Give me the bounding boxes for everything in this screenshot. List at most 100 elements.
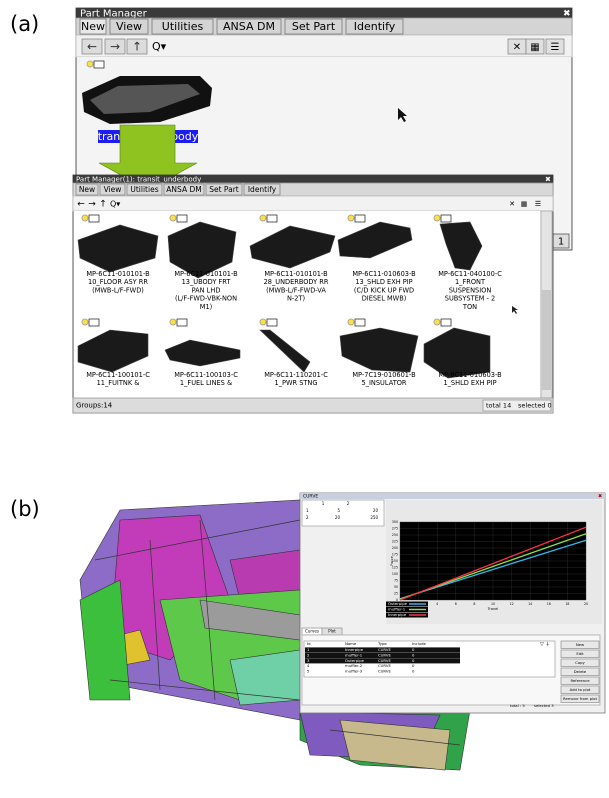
menu-button[interactable] [163, 183, 205, 196]
bulb-icon [81, 318, 89, 326]
table-cell: CURVE [378, 658, 391, 663]
menu-button[interactable] [109, 18, 149, 35]
button[interactable] [560, 676, 600, 685]
table-cell: 1 [307, 647, 310, 652]
menu-item: Set Part [209, 185, 239, 194]
part-thumbnail [337, 221, 413, 259]
panel-label: (b) [10, 497, 40, 521]
window-title: Part Manager(1): transit_underbody [76, 176, 201, 184]
legend-label: Outerpipe [388, 601, 408, 606]
table-cell: CURVE [378, 652, 391, 657]
panel-label: (a) [10, 12, 39, 36]
button-label: Reference [570, 678, 590, 683]
close-icon: ✖ [545, 176, 551, 184]
table-cell: CURVE [378, 663, 391, 668]
part-label: 1_FUEL LINES & [180, 379, 232, 387]
button[interactable] [560, 667, 600, 676]
folder-icon [88, 318, 100, 327]
menu-item: New [81, 20, 105, 33]
table-header: Name [345, 641, 357, 646]
status-text: total 14 [486, 402, 511, 410]
title-bar [76, 8, 572, 18]
menu-button[interactable] [284, 18, 343, 35]
y-axis-title: Force [390, 556, 394, 565]
button[interactable] [560, 640, 600, 649]
part-label: 10_FLOOR ASY RR [88, 278, 148, 286]
part-label: 1_SHLD EXH PIP [443, 379, 496, 387]
status-text: total : 5 [510, 703, 525, 708]
menu-item: Identify [354, 20, 396, 33]
part-label: MP-6C11-010101-B [86, 270, 150, 278]
part-label: MP-7C19-010601-B [352, 371, 416, 379]
page-number: 1 [558, 237, 564, 248]
menu-button[interactable] [216, 18, 282, 35]
table-cell: 1 [306, 508, 309, 513]
table-cell: 5 [307, 669, 310, 674]
folder-icon [440, 214, 452, 223]
part-grid: MP-6C11-010101-B10_FLOOR ASY RR(MWB-L/F-… [77, 221, 502, 387]
button-label: Add to plot [570, 687, 591, 692]
button-label: Edit [576, 651, 584, 656]
menu-item: Utilities [130, 185, 158, 194]
x-tick-label: 8 [473, 602, 475, 606]
series-line [399, 526, 587, 601]
folder-icon [266, 318, 278, 327]
tool-icon: ▦ [530, 42, 539, 53]
table-header: 1 [322, 501, 325, 506]
status-bar [72, 397, 554, 414]
status-box [482, 399, 552, 412]
bulb-icon [433, 214, 441, 222]
folder-icon [354, 214, 366, 223]
tool-button [81, 38, 103, 55]
part-thumbnail [249, 225, 336, 269]
part-label: (MWB-L/F-FWD) [92, 286, 144, 294]
button[interactable] [560, 658, 600, 667]
legend-label: muffler-1 [388, 607, 406, 612]
menu-button[interactable] [75, 183, 99, 196]
button[interactable] [560, 694, 600, 703]
part-thumbnail [259, 329, 311, 373]
part-label: (C/D KICK UP FWD [354, 286, 414, 294]
part-thumbnail [439, 221, 483, 271]
y-tick-label: 75 [394, 579, 398, 583]
menu-item: Identify [248, 185, 277, 194]
table-header: Type [377, 641, 387, 646]
button[interactable] [560, 685, 600, 694]
filter-icon: ▽ ↓ [540, 642, 550, 648]
table-cell: 5 [337, 508, 340, 513]
window-title: CURVE [303, 494, 318, 500]
menu-button[interactable] [99, 183, 126, 196]
model-edge [94, 519, 461, 746]
table-header: Id [307, 641, 311, 646]
button[interactable] [560, 649, 600, 658]
table-cell: 4 [307, 663, 310, 668]
menu-button[interactable] [79, 18, 107, 35]
folder-icon [176, 318, 188, 327]
table-cell: 250 [370, 515, 378, 520]
menu-button[interactable] [243, 183, 281, 196]
part-thumbnail [164, 339, 241, 367]
part-label: 1_PWR STNG [275, 379, 318, 387]
status-text: selected 3 [534, 703, 554, 708]
point-table [301, 499, 385, 527]
folder-icon [88, 214, 100, 223]
menu-button[interactable] [151, 18, 214, 35]
table-cell: 0 [412, 652, 415, 657]
x-tick-label: 12 [510, 602, 514, 606]
menu-button[interactable] [126, 183, 163, 196]
x-axis-title: Travel [487, 607, 498, 611]
x-tick-label: 6 [455, 602, 457, 606]
bulb-icon [86, 60, 94, 68]
model-part [79, 579, 131, 701]
menu-item: ANSA DM [166, 185, 201, 194]
part-detail [90, 84, 200, 114]
menu-button[interactable] [205, 183, 243, 196]
bulb-icon [169, 318, 177, 326]
tool-icon: ↑ [132, 40, 142, 54]
legend-box [386, 601, 428, 607]
y-tick-label: 300 [392, 520, 398, 524]
menu-button[interactable] [345, 18, 404, 35]
title-bar [73, 175, 553, 183]
x-tick-label: 18 [565, 602, 569, 606]
